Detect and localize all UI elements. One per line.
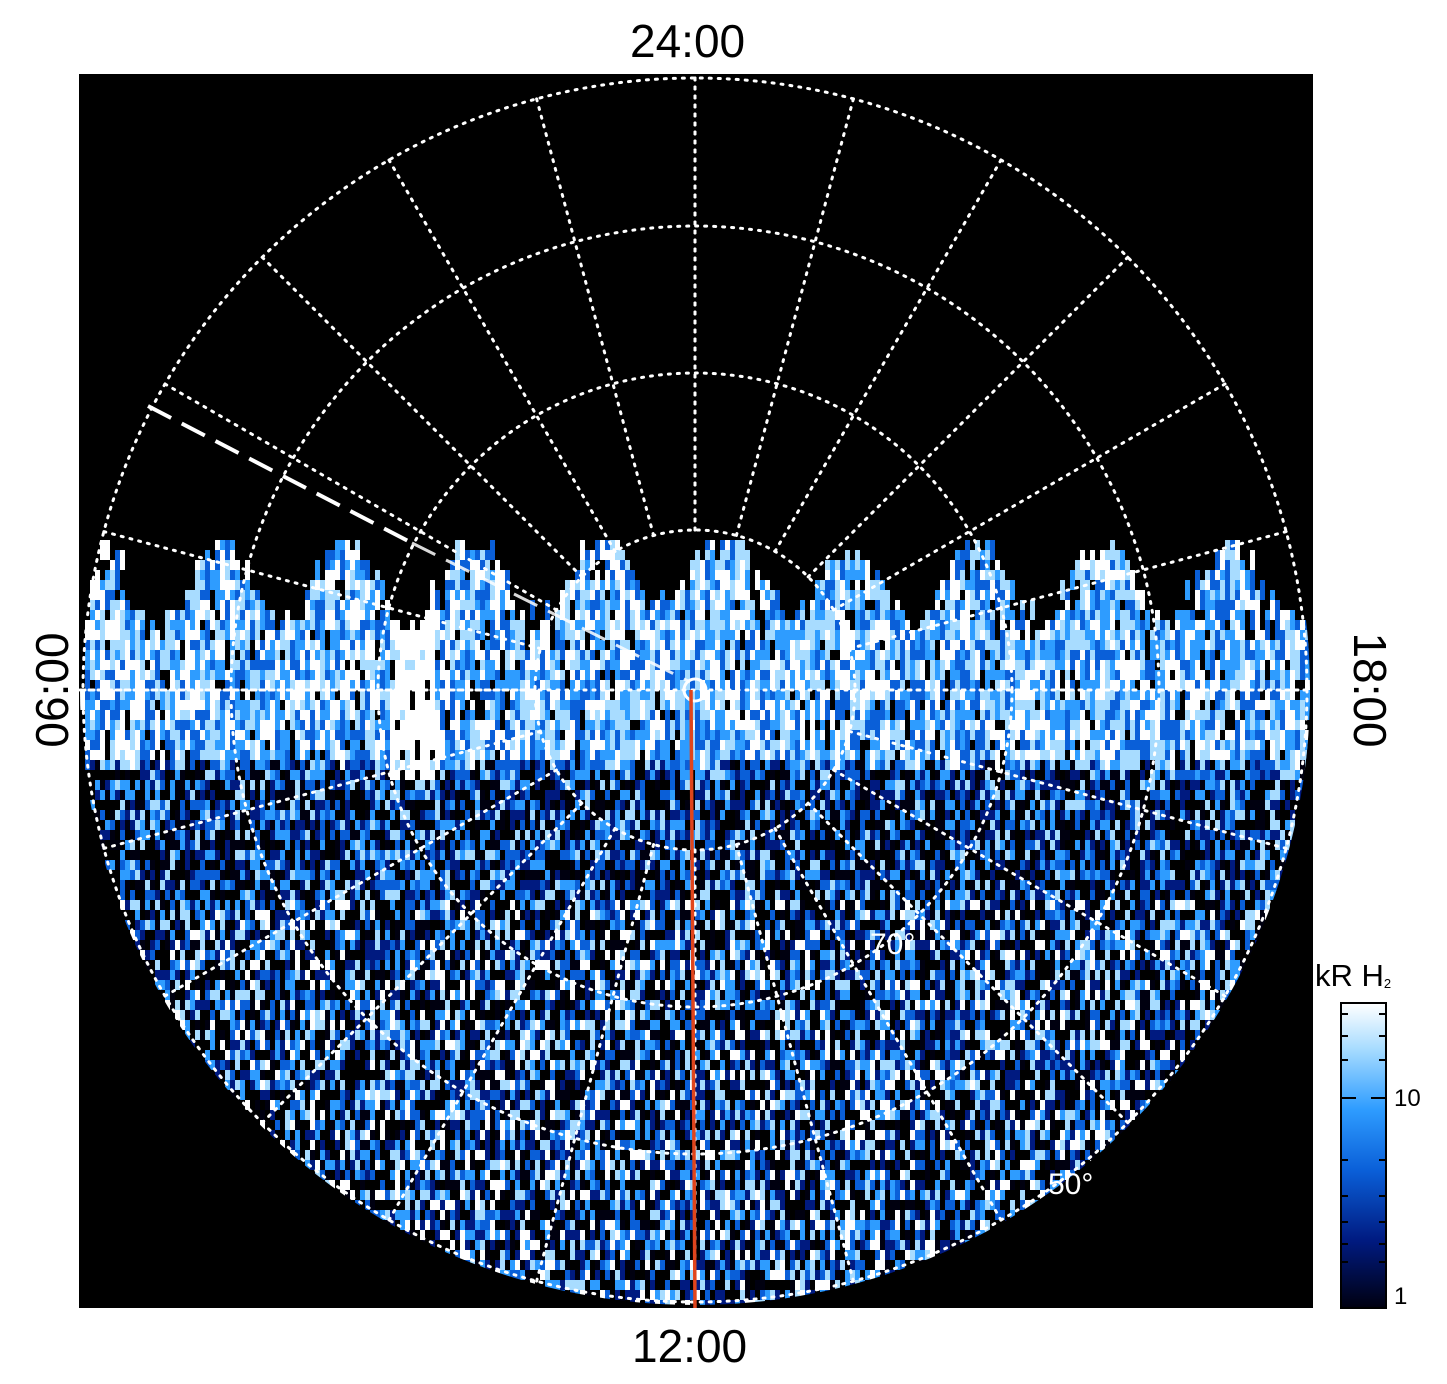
- latitude-label-70: 70°: [870, 928, 916, 961]
- meridian-line: [689, 689, 697, 1309]
- colorbar: [1340, 1002, 1387, 1309]
- grid-radial: [535, 97, 656, 537]
- grid-radial: [848, 729, 1288, 850]
- local-time-label-top: 24:00: [630, 15, 746, 67]
- lat-lon-grid: [78, 76, 1314, 1304]
- grid-radial: [806, 801, 1130, 1125]
- dashed-boundary-line: [147, 404, 413, 545]
- grid-radial: [163, 768, 558, 998]
- local-time-label-right: 18:00: [1344, 632, 1396, 748]
- colorbar-tick-10: 10: [1394, 1085, 1421, 1112]
- colorbar-title-main: kR H: [1315, 958, 1384, 993]
- grid-radial: [387, 158, 617, 553]
- grid-radial: [773, 827, 1003, 1222]
- grid-radial: [773, 158, 1003, 553]
- grid-radial: [806, 255, 1130, 579]
- grid-radial: [832, 768, 1227, 998]
- grid-circle-3: [376, 371, 1014, 1009]
- colorbar-title-subscript: 2: [1383, 976, 1392, 991]
- latitude-label-50: 50°: [1048, 1168, 1094, 1201]
- colorbar-ticks: [1341, 1013, 1386, 1263]
- pole-marker: [682, 677, 708, 703]
- colorbar-tick-1: 1: [1394, 1283, 1408, 1310]
- grid-radial: [163, 382, 558, 612]
- dashed-boundary-line-2: [411, 541, 691, 684]
- local-time-label-bottom: 12:00: [632, 1320, 748, 1372]
- grid-radials: [81, 76, 1309, 1304]
- grid-radial: [102, 729, 542, 850]
- grid-radial: [848, 530, 1288, 651]
- grid-radial: [260, 255, 584, 579]
- colorbar-title: kR H2: [1315, 958, 1391, 994]
- grid-radial: [102, 530, 542, 651]
- grid-radial: [260, 801, 584, 1125]
- grid-radial: [535, 843, 656, 1283]
- grid-radial: [387, 827, 617, 1222]
- local-time-label-left: 06:00: [26, 632, 78, 748]
- grid-radial: [734, 843, 855, 1283]
- grid-radial: [734, 97, 855, 537]
- grid-radial: [832, 382, 1227, 612]
